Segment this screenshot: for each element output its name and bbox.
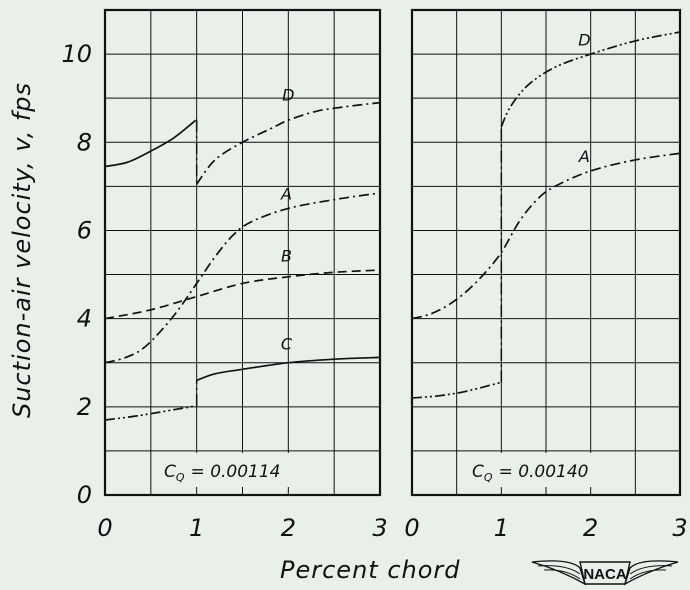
x-tick-label: 2: [281, 514, 296, 542]
series-line-b: [104, 269, 381, 320]
x-tick-label: 1: [189, 514, 204, 542]
y-tick-label: 8: [77, 128, 92, 156]
chart-panel-cq-0.00140: D A CQ = 0.00140 0 1 2 3: [404, 8, 688, 542]
naca-wings-logo: NACA: [531, 560, 679, 586]
annotation-background: [460, 453, 632, 487]
series-line-a: [104, 192, 381, 364]
plot-frame: [410, 8, 682, 497]
plot-frame: [103, 8, 382, 497]
curve-label-b: B: [281, 246, 292, 265]
series-line-d: [196, 101, 381, 185]
series-line-d: [500, 31, 681, 128]
x-tick-label: 0: [404, 514, 419, 542]
y-tick-label: 10: [61, 40, 92, 68]
grid: [104, 9, 381, 496]
curve-label-c: C: [281, 335, 293, 354]
y-axis-label: Suction-air velocity, v, fps: [8, 81, 36, 419]
curve-label-d: D: [578, 30, 590, 49]
x-tick-label: 2: [583, 514, 598, 542]
y-tick-label: 0: [77, 481, 92, 509]
series-line-d: [104, 119, 197, 168]
curve-label-a: A: [578, 147, 590, 166]
y-tick-label: 6: [77, 216, 92, 244]
x-axis-label: Percent chord: [280, 556, 461, 584]
series-line-c: [196, 356, 381, 382]
series-line-c: [104, 405, 196, 421]
y-tick-label: 2: [77, 393, 92, 421]
curve-label-a: A: [280, 185, 292, 204]
x-tick-label: 3: [372, 514, 387, 542]
series-line-unlabeled: [411, 381, 501, 399]
annotation-background: [152, 453, 332, 487]
cq-annotation: CQ = 0.00114: [164, 462, 281, 484]
naca-logo-text: NACA: [583, 566, 626, 583]
chart-panel-cq-0.00114: D A B C CQ = 0.00114 0 1 2 3: [97, 8, 388, 542]
cq-annotation: CQ = 0.00140: [472, 462, 589, 484]
y-tick-label: 4: [77, 305, 92, 333]
x-tick-label: 3: [672, 514, 687, 542]
grid: [411, 9, 681, 496]
x-tick-label: 1: [494, 514, 509, 542]
series-line-a: [411, 152, 681, 320]
curve-label-d: D: [282, 85, 294, 104]
x-tick-label: 0: [97, 514, 112, 542]
y-tick-labels: 0 2 4 6 8 10: [61, 40, 92, 509]
